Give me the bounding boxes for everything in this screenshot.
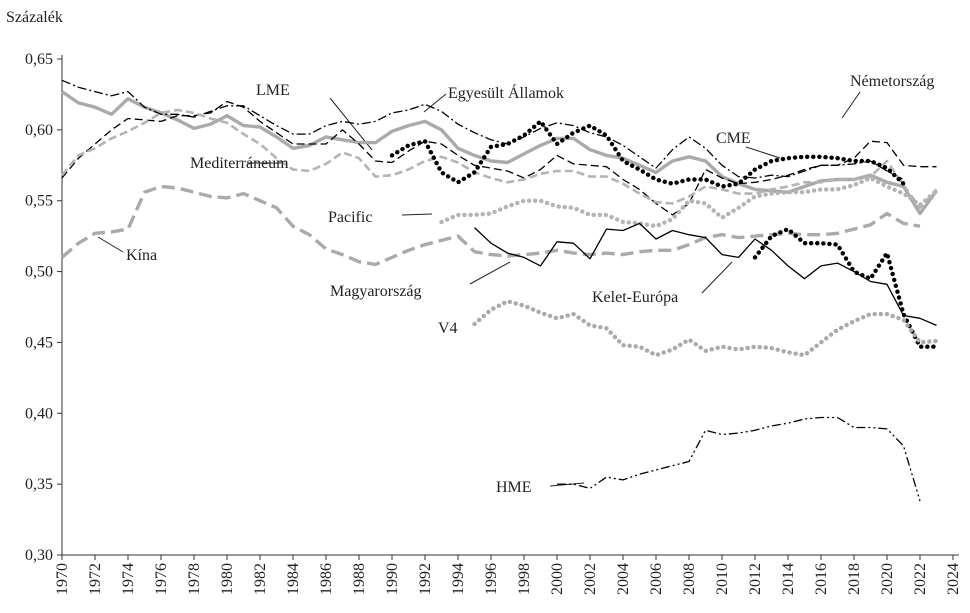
x-tick-label: 2012 [747, 563, 764, 595]
y-tick-label: 0,60 [25, 122, 53, 139]
leader-line [745, 146, 781, 159]
series-label: Magyarország [330, 283, 422, 300]
series-line [61, 100, 937, 216]
series-line [474, 222, 937, 326]
series-label: Kína [126, 247, 157, 264]
x-tick-label: 2022 [912, 563, 929, 595]
series-label: HME [496, 479, 532, 496]
x-tick-label: 1996 [483, 563, 500, 595]
y-tick-label: 0,55 [25, 193, 53, 210]
y-tick-label: 0,40 [25, 405, 53, 422]
x-tick-label: 2002 [582, 563, 599, 595]
x-tick-label: 1980 [219, 563, 236, 595]
x-tick-label: 2018 [846, 563, 863, 595]
x-tick-label: 1972 [87, 563, 104, 595]
x-tick-label: 1970 [54, 563, 71, 595]
leader-line [469, 261, 511, 285]
x-tick-label: 2024 [945, 563, 962, 595]
x-tick-label: 2020 [879, 563, 896, 595]
y-tick-label: 0,45 [25, 334, 53, 351]
y-tick-label: 0,30 [25, 547, 53, 564]
x-tick-label: 1992 [417, 563, 434, 595]
leader-line [549, 482, 585, 487]
leader-line [841, 91, 861, 119]
x-tick-label: 1988 [351, 563, 368, 595]
series-label: Németország [850, 73, 934, 90]
x-tick-label: 1990 [384, 563, 401, 595]
series-line [61, 108, 938, 210]
x-tick-label: 1978 [186, 563, 203, 595]
y-tick-label: 0,35 [25, 476, 53, 493]
series-line [61, 90, 938, 216]
leader-line [423, 93, 447, 113]
series-line [60, 184, 921, 267]
series-line [439, 175, 939, 229]
x-tick-label: 2014 [780, 563, 797, 595]
series-line [389, 119, 906, 189]
series-label: LME [256, 82, 290, 99]
x-tick-label: 2006 [648, 563, 665, 595]
x-tick-label: 2008 [681, 563, 698, 595]
x-tick-label: 2004 [615, 563, 632, 595]
x-tick-label: 1982 [252, 563, 269, 595]
x-tick-label: 1984 [285, 563, 302, 595]
series-label: CME [716, 130, 751, 147]
x-tick-label: 1976 [153, 563, 170, 595]
series-label: Egyesült Államok [448, 83, 564, 102]
series-label: V4 [438, 320, 458, 337]
y-tick-label: 0,65 [25, 51, 53, 68]
x-tick-label: 2010 [714, 563, 731, 595]
x-tick-label: 1986 [318, 563, 335, 595]
series-line [472, 299, 939, 358]
series-label: Kelet-Európa [592, 289, 678, 306]
x-tick-label: 1974 [120, 563, 137, 595]
leader-line [97, 236, 124, 253]
leader-lines [97, 91, 861, 487]
leader-line [701, 261, 733, 294]
y-tick-label: 0,50 [25, 264, 53, 281]
series-line [557, 416, 921, 502]
series-label: Pacific [328, 209, 372, 226]
series-line [752, 226, 939, 349]
x-tick-label: 2000 [549, 563, 566, 595]
y-axis-title: Százalék [6, 9, 63, 26]
x-tick-label: 1994 [450, 563, 467, 595]
x-tick-label: 1998 [516, 563, 533, 595]
x-tick-label: 2016 [813, 563, 830, 595]
series-label: Mediterráneum [190, 155, 289, 172]
leader-line [401, 213, 433, 216]
